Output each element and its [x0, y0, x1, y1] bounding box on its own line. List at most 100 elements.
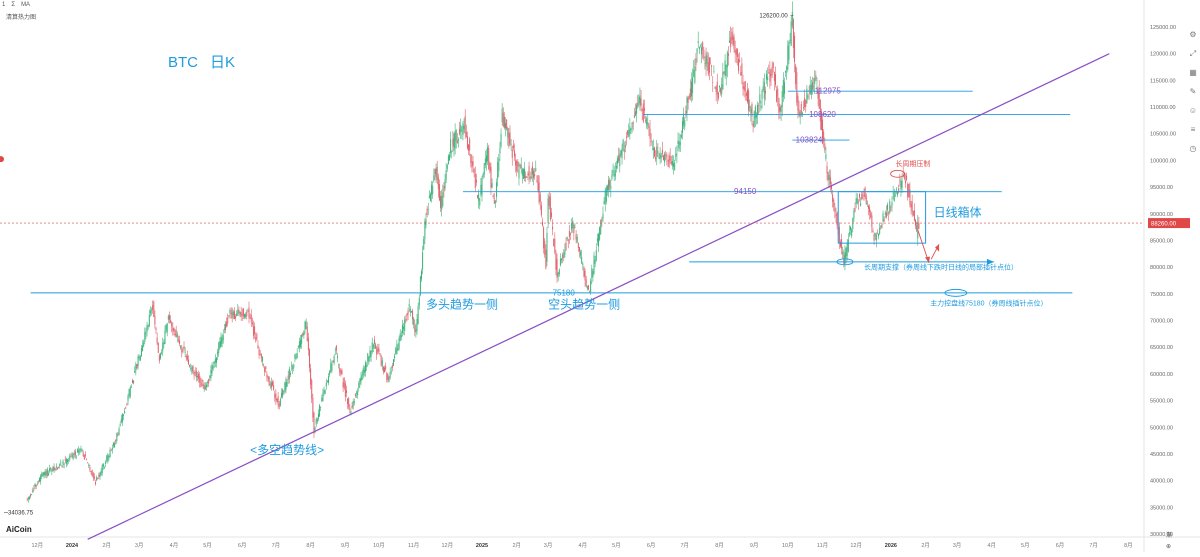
candle	[373, 335, 375, 350]
candle	[339, 363, 341, 376]
candle-body	[610, 185, 612, 190]
candle-body	[797, 95, 799, 111]
candle	[889, 198, 891, 215]
candle-body	[800, 103, 802, 116]
candle-body	[572, 220, 574, 228]
candle-body	[713, 71, 715, 72]
y-tick-label: 45000.00	[1150, 452, 1173, 458]
toolbar-item-ma[interactable]: MA	[21, 2, 30, 8]
candle-body	[564, 250, 566, 255]
expand-icon[interactable]: ⤢	[1189, 49, 1197, 58]
candle	[799, 110, 801, 125]
history-icon[interactable]: ◷	[1189, 144, 1197, 153]
candle-body	[380, 355, 382, 366]
candle	[138, 354, 140, 361]
candle	[353, 398, 355, 406]
robot-icon[interactable]: ☺	[1188, 106, 1198, 115]
brush-icon[interactable]: ✎	[1189, 87, 1197, 96]
candle-body	[706, 55, 708, 64]
candle	[32, 487, 34, 493]
y-tick-label: 120000.00	[1150, 52, 1176, 58]
toolbar-item-sigma[interactable]: Σ	[11, 2, 15, 8]
candle-body	[539, 194, 541, 202]
candle	[89, 464, 91, 473]
candle-body	[680, 134, 682, 138]
candle	[912, 210, 914, 217]
candle-body	[704, 63, 706, 64]
candle-body	[772, 63, 774, 68]
candle	[806, 85, 808, 104]
candle-body	[329, 370, 331, 375]
candle	[43, 471, 45, 479]
zoom-icon[interactable]: ⊕	[1166, 544, 1172, 550]
candle-body	[869, 207, 871, 213]
candle	[833, 197, 835, 212]
candle-body	[463, 126, 465, 129]
candle	[375, 342, 377, 349]
candle	[162, 337, 164, 357]
candle	[263, 363, 265, 368]
candle-body	[563, 252, 565, 258]
layout-icon[interactable]: ▦	[1189, 68, 1197, 77]
candle-body	[791, 11, 793, 27]
y-tick-label: 55000.00	[1150, 399, 1173, 405]
candle-body	[405, 318, 407, 321]
candle-body	[146, 324, 148, 332]
candle	[472, 156, 474, 173]
candle	[911, 194, 913, 217]
x-tick-label: 2024	[66, 543, 79, 549]
candle-body	[601, 219, 603, 221]
toolbar-item-count[interactable]: 1	[2, 2, 5, 8]
candle-body	[199, 375, 201, 383]
candle	[238, 306, 240, 316]
candle	[394, 353, 396, 362]
settings-icon[interactable]: ⚙	[1189, 30, 1197, 39]
candle	[192, 365, 194, 374]
candle-body	[620, 150, 622, 156]
candle	[175, 325, 177, 338]
candle-body	[82, 453, 84, 457]
auto-scale-toggle[interactable]: 渐	[1166, 533, 1173, 539]
candle	[913, 203, 915, 222]
candle-body	[291, 365, 293, 367]
candle	[645, 115, 647, 124]
candle-body	[79, 448, 81, 452]
candle-body	[600, 219, 602, 235]
list-icon[interactable]: ≡	[1190, 125, 1196, 134]
candle	[569, 232, 571, 241]
candle	[214, 354, 216, 368]
candle-body	[223, 328, 225, 330]
candle	[730, 26, 732, 53]
candle-body	[743, 86, 745, 90]
heatmap-toggle[interactable]: 清算热力图	[6, 15, 37, 21]
candle-body	[730, 37, 732, 48]
candle	[509, 125, 511, 147]
candle	[867, 204, 869, 216]
candle	[496, 178, 498, 203]
candle-body	[288, 368, 290, 380]
candle	[300, 335, 302, 349]
level-label: 103824	[796, 136, 823, 145]
candle-body	[130, 387, 132, 388]
candle	[207, 380, 209, 388]
candle-body	[826, 165, 828, 174]
candle-body	[149, 310, 151, 314]
x-tick-label: 9月	[341, 542, 350, 549]
candle	[239, 311, 241, 317]
candle-body	[883, 219, 885, 222]
candle	[408, 298, 410, 312]
candle	[246, 309, 248, 320]
candle-body	[503, 116, 505, 128]
candle	[323, 386, 325, 396]
candle-body	[834, 207, 836, 212]
candle	[477, 194, 479, 199]
candle-body	[667, 160, 669, 162]
candle	[412, 308, 414, 325]
candle	[451, 150, 453, 159]
candle	[749, 99, 751, 112]
candle	[871, 211, 873, 233]
candle-body	[472, 161, 474, 166]
candle-body	[265, 366, 267, 370]
